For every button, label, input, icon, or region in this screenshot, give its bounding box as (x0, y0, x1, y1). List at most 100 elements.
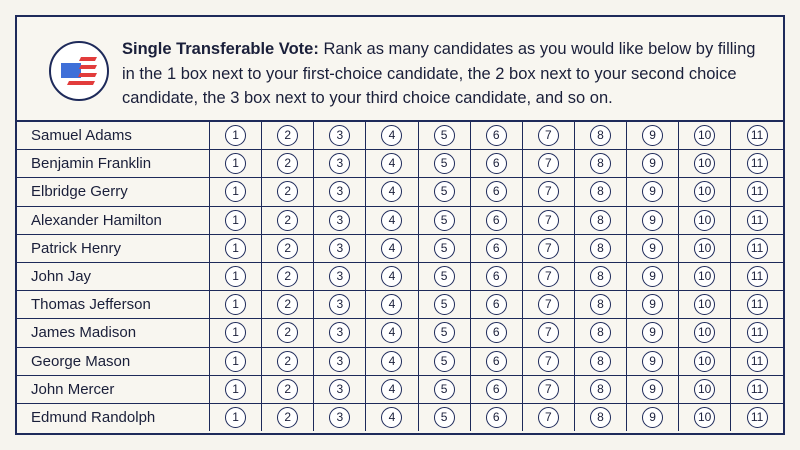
rank-bubble[interactable]: 8 (589, 406, 611, 428)
rank-bubble[interactable]: 8 (589, 181, 611, 203)
rank-bubble[interactable]: 1 (225, 322, 247, 344)
rank-bubble[interactable]: 5 (433, 153, 455, 175)
rank-bubble[interactable]: 2 (277, 209, 299, 231)
rank-bubble[interactable]: 9 (642, 406, 664, 428)
rank-bubble[interactable]: 2 (277, 237, 299, 259)
rank-bubble[interactable]: 11 (746, 209, 768, 231)
rank-bubble[interactable]: 4 (381, 209, 403, 231)
rank-bubble[interactable]: 8 (589, 350, 611, 372)
rank-bubble[interactable]: 7 (537, 406, 559, 428)
rank-bubble[interactable]: 5 (433, 294, 455, 316)
rank-bubble[interactable]: 6 (485, 153, 507, 175)
rank-bubble[interactable]: 9 (642, 350, 664, 372)
rank-bubble[interactable]: 1 (225, 181, 247, 203)
rank-bubble[interactable]: 1 (225, 406, 247, 428)
rank-bubble[interactable]: 11 (746, 350, 768, 372)
rank-bubble[interactable]: 7 (537, 266, 559, 288)
rank-bubble[interactable]: 11 (746, 153, 768, 175)
rank-bubble[interactable]: 1 (225, 125, 247, 147)
rank-bubble[interactable]: 10 (694, 322, 716, 344)
rank-bubble[interactable]: 11 (746, 294, 768, 316)
rank-bubble[interactable]: 10 (694, 378, 716, 400)
rank-bubble[interactable]: 11 (746, 406, 768, 428)
rank-bubble[interactable]: 2 (277, 378, 299, 400)
rank-bubble[interactable]: 5 (433, 237, 455, 259)
rank-bubble[interactable]: 9 (642, 181, 664, 203)
rank-bubble[interactable]: 7 (537, 153, 559, 175)
rank-bubble[interactable]: 1 (225, 378, 247, 400)
rank-bubble[interactable]: 3 (329, 322, 351, 344)
rank-bubble[interactable]: 2 (277, 322, 299, 344)
rank-bubble[interactable]: 5 (433, 378, 455, 400)
rank-bubble[interactable]: 9 (642, 294, 664, 316)
rank-bubble[interactable]: 1 (225, 266, 247, 288)
rank-bubble[interactable]: 4 (381, 378, 403, 400)
rank-bubble[interactable]: 6 (485, 406, 507, 428)
rank-bubble[interactable]: 11 (746, 237, 768, 259)
rank-bubble[interactable]: 4 (381, 406, 403, 428)
rank-bubble[interactable]: 9 (642, 237, 664, 259)
rank-bubble[interactable]: 6 (485, 294, 507, 316)
rank-bubble[interactable]: 1 (225, 209, 247, 231)
rank-bubble[interactable]: 10 (694, 406, 716, 428)
rank-bubble[interactable]: 4 (381, 350, 403, 372)
rank-bubble[interactable]: 9 (642, 125, 664, 147)
rank-bubble[interactable]: 2 (277, 125, 299, 147)
rank-bubble[interactable]: 3 (329, 350, 351, 372)
rank-bubble[interactable]: 6 (485, 209, 507, 231)
rank-bubble[interactable]: 6 (485, 237, 507, 259)
rank-bubble[interactable]: 2 (277, 153, 299, 175)
rank-bubble[interactable]: 9 (642, 209, 664, 231)
rank-bubble[interactable]: 5 (433, 406, 455, 428)
rank-bubble[interactable]: 5 (433, 209, 455, 231)
rank-bubble[interactable]: 4 (381, 153, 403, 175)
rank-bubble[interactable]: 1 (225, 294, 247, 316)
rank-bubble[interactable]: 3 (329, 266, 351, 288)
rank-bubble[interactable]: 8 (589, 322, 611, 344)
rank-bubble[interactable]: 10 (694, 181, 716, 203)
rank-bubble[interactable]: 7 (537, 209, 559, 231)
rank-bubble[interactable]: 4 (381, 125, 403, 147)
rank-bubble[interactable]: 8 (589, 266, 611, 288)
rank-bubble[interactable]: 9 (642, 322, 664, 344)
rank-bubble[interactable]: 3 (329, 237, 351, 259)
rank-bubble[interactable]: 7 (537, 322, 559, 344)
rank-bubble[interactable]: 8 (589, 209, 611, 231)
rank-bubble[interactable]: 10 (694, 153, 716, 175)
rank-bubble[interactable]: 1 (225, 153, 247, 175)
rank-bubble[interactable]: 3 (329, 181, 351, 203)
rank-bubble[interactable]: 4 (381, 237, 403, 259)
rank-bubble[interactable]: 6 (485, 322, 507, 344)
rank-bubble[interactable]: 2 (277, 294, 299, 316)
rank-bubble[interactable]: 8 (589, 125, 611, 147)
rank-bubble[interactable]: 7 (537, 294, 559, 316)
rank-bubble[interactable]: 5 (433, 125, 455, 147)
rank-bubble[interactable]: 2 (277, 350, 299, 372)
rank-bubble[interactable]: 8 (589, 153, 611, 175)
rank-bubble[interactable]: 7 (537, 350, 559, 372)
rank-bubble[interactable]: 4 (381, 294, 403, 316)
rank-bubble[interactable]: 7 (537, 125, 559, 147)
rank-bubble[interactable]: 7 (537, 378, 559, 400)
rank-bubble[interactable]: 1 (225, 237, 247, 259)
rank-bubble[interactable]: 10 (694, 266, 716, 288)
rank-bubble[interactable]: 10 (694, 350, 716, 372)
rank-bubble[interactable]: 3 (329, 294, 351, 316)
rank-bubble[interactable]: 4 (381, 322, 403, 344)
rank-bubble[interactable]: 8 (589, 294, 611, 316)
rank-bubble[interactable]: 11 (746, 378, 768, 400)
rank-bubble[interactable]: 10 (694, 125, 716, 147)
rank-bubble[interactable]: 6 (485, 181, 507, 203)
rank-bubble[interactable]: 5 (433, 350, 455, 372)
rank-bubble[interactable]: 1 (225, 350, 247, 372)
rank-bubble[interactable]: 8 (589, 237, 611, 259)
rank-bubble[interactable]: 6 (485, 350, 507, 372)
rank-bubble[interactable]: 5 (433, 266, 455, 288)
rank-bubble[interactable]: 10 (694, 209, 716, 231)
rank-bubble[interactable]: 3 (329, 406, 351, 428)
rank-bubble[interactable]: 9 (642, 153, 664, 175)
rank-bubble[interactable]: 4 (381, 266, 403, 288)
rank-bubble[interactable]: 2 (277, 181, 299, 203)
rank-bubble[interactable]: 3 (329, 209, 351, 231)
rank-bubble[interactable]: 11 (746, 266, 768, 288)
